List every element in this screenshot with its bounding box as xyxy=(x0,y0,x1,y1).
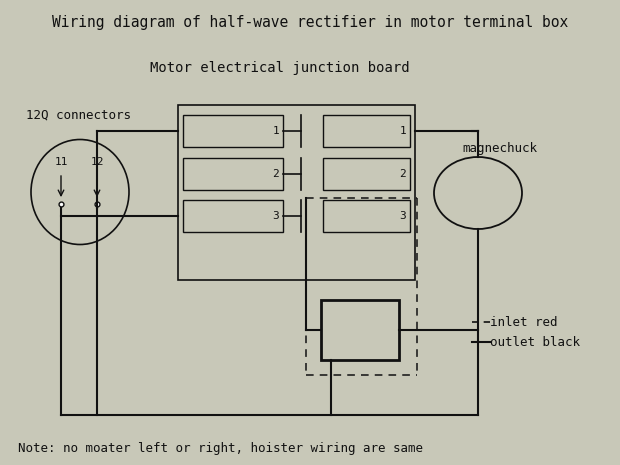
Bar xyxy=(183,158,283,190)
Text: outlet black: outlet black xyxy=(490,336,580,348)
Bar xyxy=(183,115,283,147)
Text: 1: 1 xyxy=(272,126,279,136)
Text: magnechuck: magnechuck xyxy=(463,141,538,154)
Text: 3: 3 xyxy=(399,211,406,221)
Text: 12: 12 xyxy=(91,157,104,167)
Text: Motor electrical junction board: Motor electrical junction board xyxy=(150,61,410,75)
Bar xyxy=(321,300,399,360)
Bar xyxy=(178,105,415,280)
Text: Note: no moater left or right, hoister wiring are same: Note: no moater left or right, hoister w… xyxy=(18,441,423,454)
Text: 2: 2 xyxy=(272,169,279,179)
Text: 2: 2 xyxy=(399,169,406,179)
Text: 3: 3 xyxy=(272,211,279,221)
Text: 11: 11 xyxy=(55,157,68,167)
Text: 12Q connectors: 12Q connectors xyxy=(25,108,130,121)
Bar xyxy=(323,158,410,190)
Text: Wiring diagram of half-wave rectifier in motor terminal box: Wiring diagram of half-wave rectifier in… xyxy=(52,14,568,29)
Bar xyxy=(183,200,283,232)
Text: 1: 1 xyxy=(399,126,406,136)
Bar xyxy=(323,200,410,232)
Bar xyxy=(323,115,410,147)
Text: inlet red: inlet red xyxy=(490,315,557,328)
